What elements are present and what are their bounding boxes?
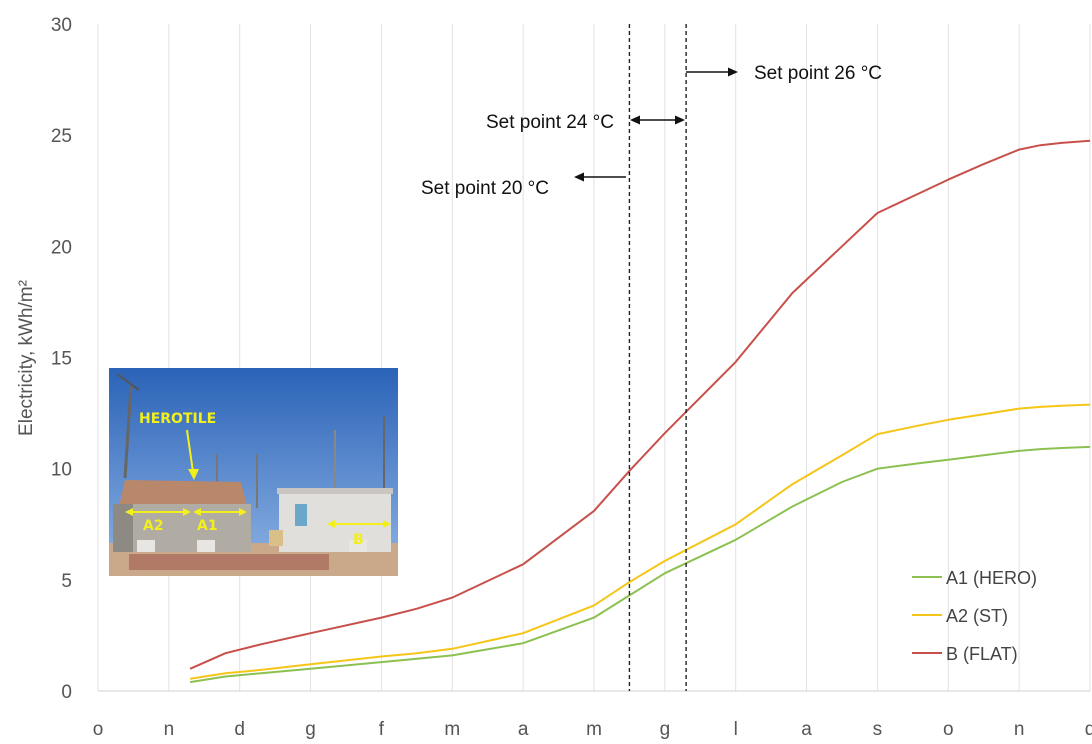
inset-arrow-b-left — [327, 520, 335, 528]
inset-building-a-front — [113, 504, 133, 552]
x-tick-label: a — [518, 719, 529, 740]
x-tick-label: g — [660, 719, 671, 740]
y-tick-label: 5 — [61, 571, 72, 592]
inset-ac-unit-2 — [197, 540, 215, 552]
inset-label-b: B — [353, 532, 364, 548]
series-line-1 — [189, 445, 1091, 684]
series-line-2 — [189, 403, 1091, 680]
y-tick-label: 20 — [51, 237, 72, 258]
y-tick-labels: 0 5 10 15 20 25 30 — [51, 15, 72, 703]
inset-pavement — [129, 554, 329, 570]
series-line-3 — [189, 139, 1091, 670]
x-tick-label: s — [873, 719, 883, 740]
inset-herotile-pointer — [186, 429, 194, 473]
y-tick-label: 30 — [51, 15, 72, 36]
inset-label-herotile: HEROTILE — [139, 411, 216, 427]
arrow-head-24-right — [675, 115, 685, 125]
series-lines — [189, 139, 1091, 684]
x-tick-label: d — [1085, 719, 1092, 740]
inset-arrow-a1-right — [239, 508, 247, 516]
arrow-head-24-left — [630, 115, 640, 125]
grid-lines — [97, 24, 1091, 692]
x-tick-label: f — [379, 719, 385, 740]
y-tick-label: 25 — [51, 126, 72, 147]
inset-box — [269, 530, 283, 546]
x-tick-label: a — [801, 719, 812, 740]
arrow-head-26 — [728, 67, 738, 77]
x-tick-label: d — [234, 719, 245, 740]
inset-sign — [295, 504, 307, 526]
x-tick-label: n — [164, 719, 175, 740]
inset-label-a2: A2 — [143, 518, 164, 534]
x-tick-label: g — [305, 719, 316, 740]
arrow-head-20 — [574, 172, 584, 182]
legend: A1 (HERO) A2 (ST) B (FLAT) — [912, 568, 1037, 664]
x-tick-label: o — [943, 719, 954, 740]
inset-arrow-a1-left — [193, 508, 201, 516]
x-tick-label: m — [444, 719, 460, 740]
inset-ac-unit-1 — [137, 540, 155, 552]
legend-label-b: B (FLAT) — [946, 644, 1018, 664]
inset-herotile-pointer-head — [188, 469, 199, 480]
inset-arrow-a2-left — [125, 508, 133, 516]
inset-pole-1 — [123, 385, 133, 479]
legend-label-a1: A1 (HERO) — [946, 568, 1037, 588]
inset-label-a1: A1 — [197, 518, 218, 534]
x-tick-label: o — [93, 719, 104, 740]
inset-pole-1-arm — [116, 373, 140, 391]
y-tick-label: 10 — [51, 460, 72, 481]
setpoint-reference-lines — [628, 24, 687, 691]
annotation-setpoint-26: Set point 26 °C — [754, 63, 882, 84]
y-axis-label: Electricity, kWh/m² — [16, 280, 37, 436]
inset-arrow-b-right — [383, 520, 391, 528]
inset-building-b-roof — [277, 488, 393, 494]
x-tick-label: l — [734, 719, 738, 740]
setpoint-annotations: Set point 26 °C Set point 24 °C Set poin… — [421, 63, 882, 199]
annotation-setpoint-20: Set point 20 °C — [421, 178, 549, 199]
inset-ac-unit-3 — [349, 540, 367, 552]
y-tick-label: 15 — [51, 349, 72, 370]
inset-photo: HEROTILE A2 A1 B — [109, 368, 398, 576]
inset-arrow-a2-right — [183, 508, 191, 516]
x-tick-label: m — [586, 719, 602, 740]
legend-label-a2: A2 (ST) — [946, 606, 1008, 626]
y-tick-label: 0 — [61, 682, 72, 703]
inset-roof-herotile — [119, 480, 247, 506]
annotation-setpoint-24: Set point 24 °C — [486, 112, 614, 133]
x-tick-label: n — [1014, 719, 1025, 740]
